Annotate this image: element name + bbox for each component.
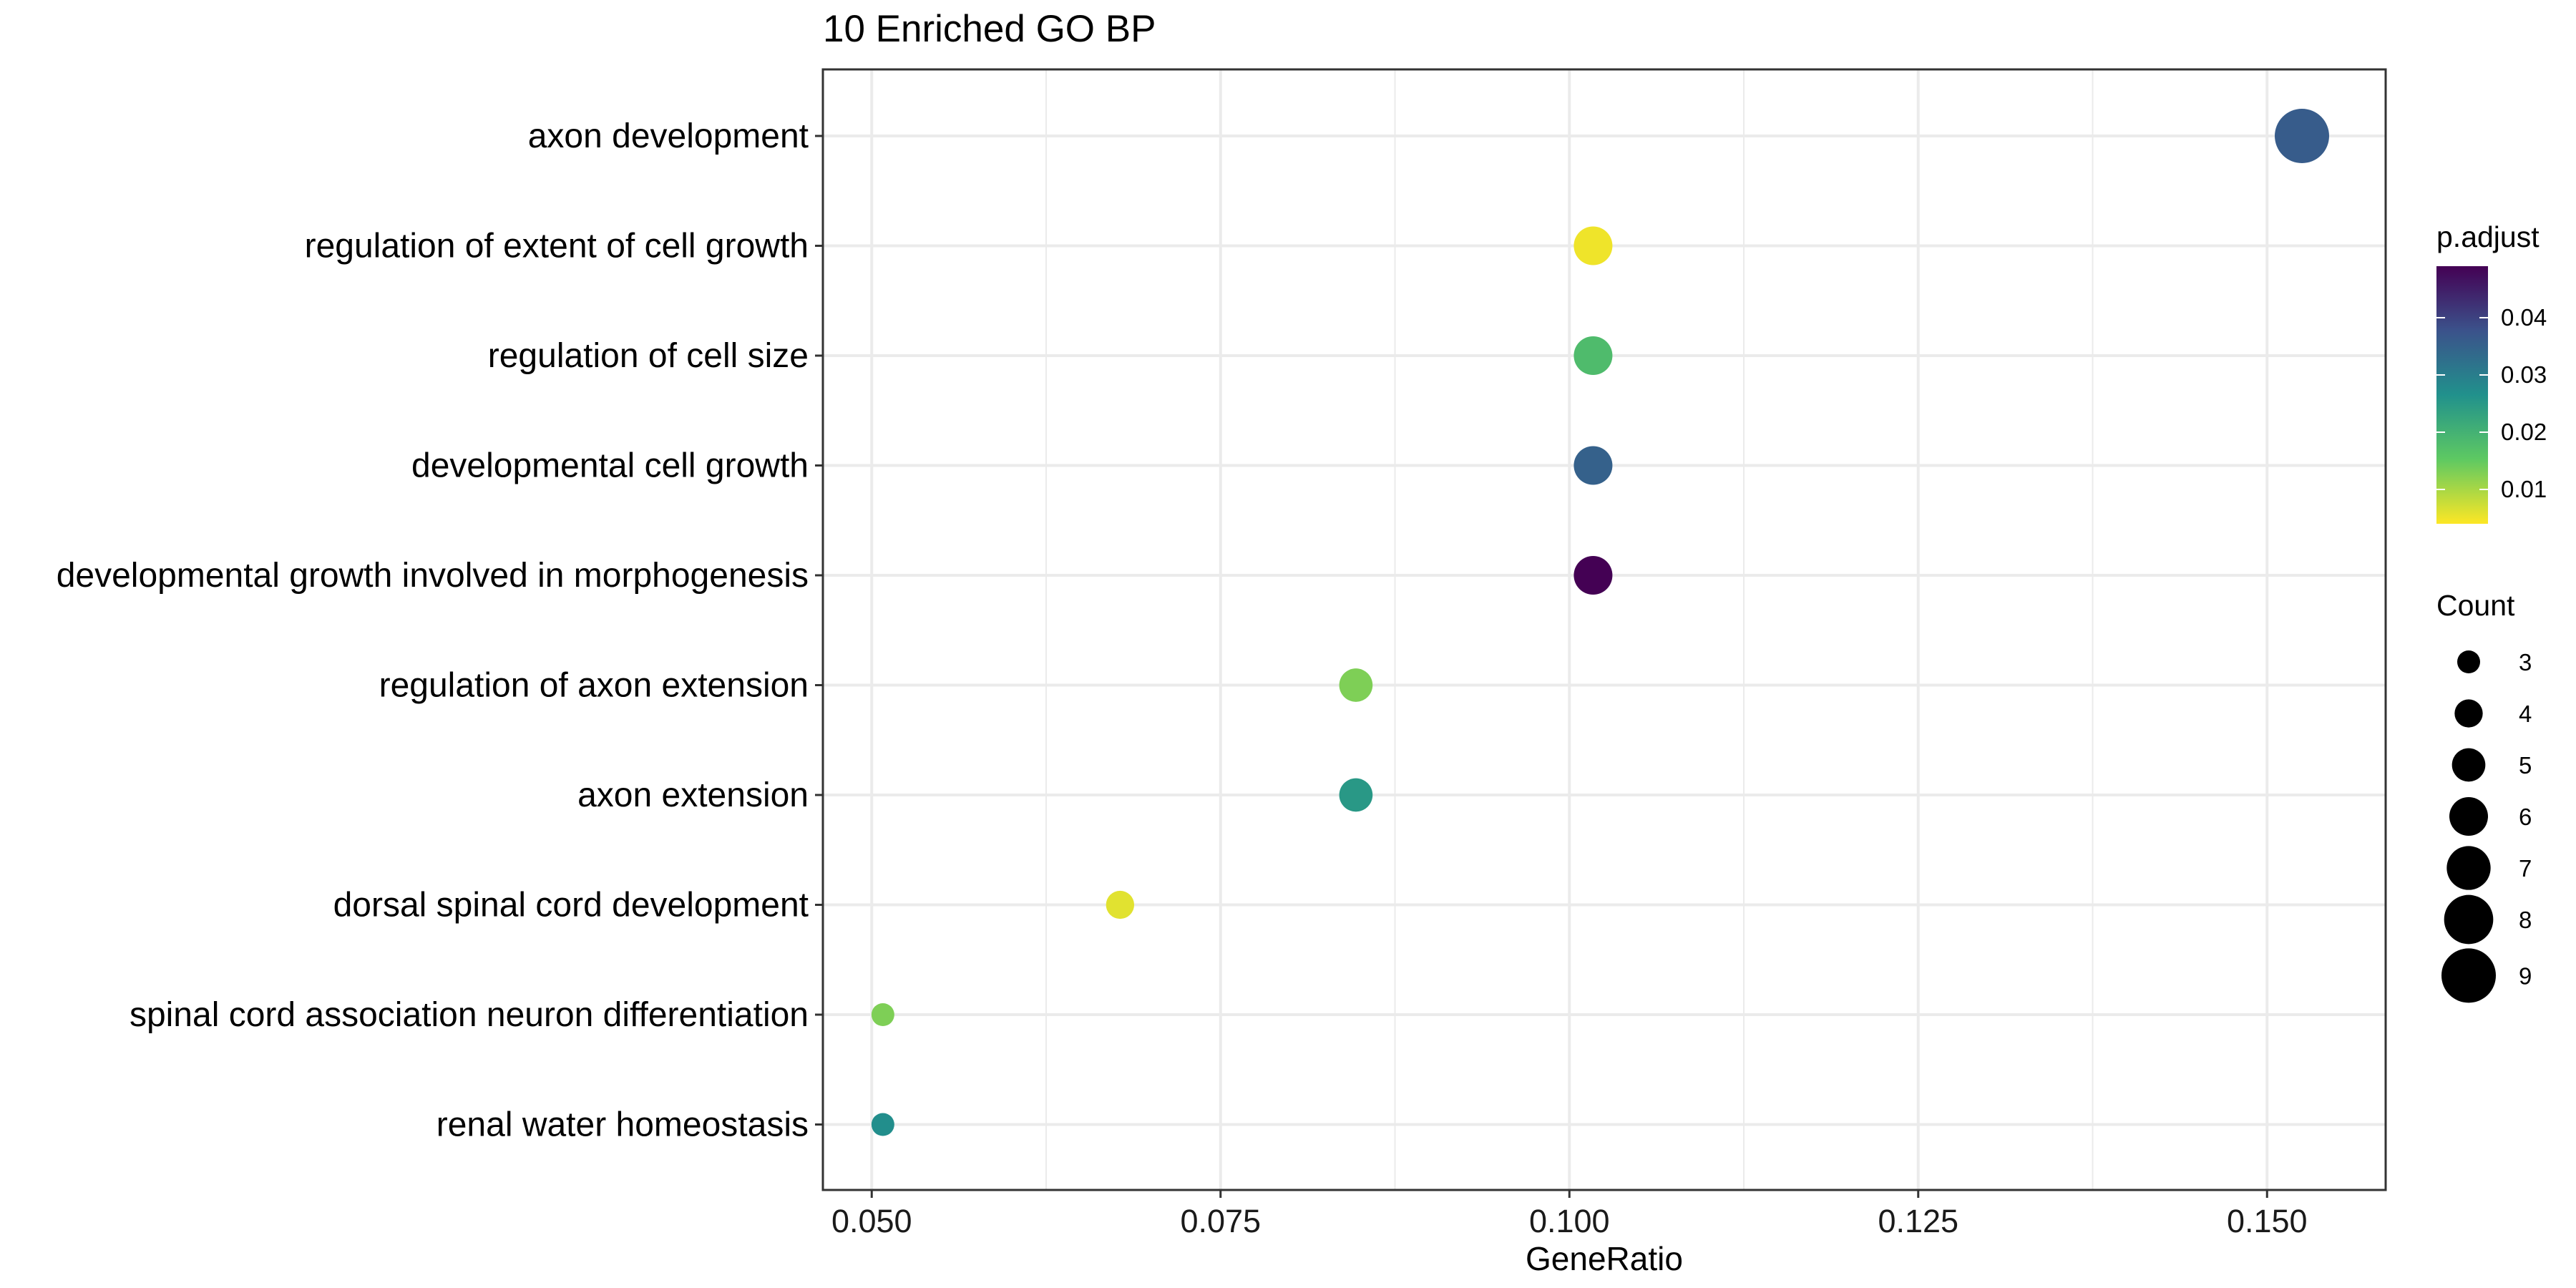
size-legend-key [2451, 748, 2486, 782]
color-legend-bar [2436, 266, 2488, 524]
y-tick-label: spinal cord association neuron different… [130, 996, 809, 1034]
data-point [1339, 668, 1373, 702]
x-axis: 0.050 0.075 0.100 0.125 0.150 [831, 1190, 2308, 1239]
color-legend-label: 0.04 [2501, 304, 2547, 331]
y-tick-label: regulation of cell size [488, 337, 809, 375]
size-legend-key [2454, 699, 2483, 728]
x-tick-label: 0.075 [1180, 1203, 1261, 1239]
y-tick-label: regulation of extent of cell growth [305, 228, 809, 265]
x-tick-label: 0.100 [1529, 1203, 1610, 1239]
color-legend: p.adjust 0.01 0.02 0.03 0.04 [2436, 220, 2547, 524]
size-legend-key [2446, 846, 2491, 890]
data-point [1574, 556, 1613, 595]
color-legend-label: 0.03 [2501, 361, 2547, 388]
data-point [871, 1003, 894, 1026]
data-point [1574, 336, 1613, 375]
y-tick-label: axon extension [577, 776, 809, 814]
y-tick-label: axon development [528, 117, 809, 155]
y-axis: axon development regulation of extent of … [57, 117, 823, 1144]
size-legend: Count 3 4 5 6 7 8 9 [2436, 589, 2532, 1003]
data-point [1106, 890, 1135, 919]
data-point [871, 1113, 894, 1136]
size-legend-label: 7 [2519, 855, 2532, 882]
x-tick-label: 0.050 [831, 1203, 912, 1239]
x-axis-label: GeneRatio [1526, 1240, 1683, 1277]
size-legend-key [2449, 797, 2488, 836]
size-legend-label: 8 [2519, 907, 2532, 933]
x-tick-label: 0.150 [2227, 1203, 2308, 1239]
size-legend-label: 3 [2519, 649, 2532, 675]
size-legend-key [2441, 948, 2496, 1003]
size-legend-label: 9 [2519, 962, 2532, 989]
color-legend-label: 0.01 [2501, 476, 2547, 502]
data-point [2275, 109, 2329, 163]
y-tick-label: dorsal spinal cord development [333, 887, 809, 924]
size-legend-title: Count [2436, 589, 2515, 622]
size-legend-label: 4 [2519, 701, 2532, 727]
size-legend-label: 6 [2519, 804, 2532, 830]
color-legend-label: 0.02 [2501, 419, 2547, 445]
plot-panel [821, 68, 2387, 1191]
y-tick-label: regulation of axon extension [379, 667, 809, 705]
data-point [1574, 226, 1613, 265]
data-point [1339, 778, 1373, 812]
y-tick-label: developmental cell growth [411, 447, 809, 485]
color-legend-title: p.adjust [2436, 220, 2540, 253]
chart-title: 10 Enriched GO BP [823, 8, 1156, 50]
data-point [1574, 446, 1613, 485]
size-legend-label: 5 [2519, 752, 2532, 779]
y-tick-label: renal water homeostasis [436, 1106, 809, 1144]
size-legend-key [2444, 894, 2494, 945]
x-tick-label: 0.125 [1878, 1203, 1958, 1239]
size-legend-key [2457, 650, 2480, 673]
y-tick-label: developmental growth involved in morphog… [57, 557, 809, 595]
data-points [871, 109, 2329, 1136]
